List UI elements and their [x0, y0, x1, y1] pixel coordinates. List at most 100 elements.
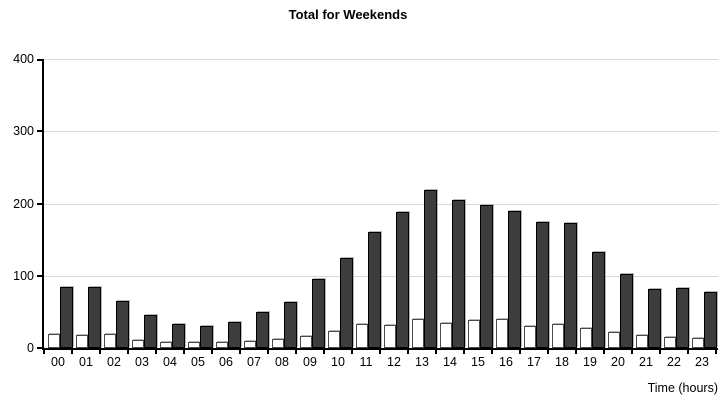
bar-white-13	[412, 319, 424, 348]
bar-white-10	[328, 331, 340, 348]
bar-dark-21	[648, 289, 661, 348]
bar-white-14	[440, 323, 452, 348]
bar-dark-05	[200, 326, 213, 348]
bar-dark-10	[340, 258, 353, 348]
x-axis-tick	[183, 350, 185, 354]
y-axis-tick	[37, 59, 43, 61]
x-axis-title: Time (hours)	[647, 381, 718, 395]
bar-dark-12	[396, 212, 409, 348]
bar-dark-20	[620, 274, 633, 348]
x-axis-label: 13	[415, 355, 429, 369]
bar-dark-17	[536, 222, 549, 348]
bar-dark-07	[256, 312, 269, 348]
bar-white-19	[580, 328, 592, 348]
bar-dark-08	[284, 302, 297, 348]
x-axis-tick	[407, 350, 409, 354]
bar-white-22	[664, 337, 676, 348]
x-axis-label: 14	[443, 355, 457, 369]
bar-white-15	[468, 320, 480, 348]
bar-white-21	[636, 335, 648, 348]
chart-title: Total for Weekends	[288, 7, 408, 22]
bar-dark-14	[452, 200, 465, 348]
bar-white-09	[300, 336, 312, 348]
x-axis-tick	[687, 350, 689, 354]
x-axis-tick	[631, 350, 633, 354]
x-axis-label: 04	[163, 355, 177, 369]
x-axis-tick	[603, 350, 605, 354]
x-axis-label: 01	[79, 355, 93, 369]
x-axis-label: 16	[499, 355, 513, 369]
x-axis-label: 12	[387, 355, 401, 369]
x-axis-tick	[155, 350, 157, 354]
x-axis-label: 08	[275, 355, 289, 369]
x-axis-tick	[239, 350, 241, 354]
x-axis-tick	[211, 350, 213, 354]
x-axis-tick	[547, 350, 549, 354]
bar-white-05	[188, 342, 200, 348]
bar-white-23	[692, 338, 704, 348]
bar-dark-22	[676, 288, 689, 348]
bar-white-00	[48, 334, 60, 348]
bar-dark-13	[424, 190, 437, 348]
x-axis-tick	[351, 350, 353, 354]
x-axis-tick	[295, 350, 297, 354]
bar-dark-18	[564, 223, 577, 348]
x-axis-label: 09	[303, 355, 317, 369]
x-axis-tick	[659, 350, 661, 354]
gridline	[44, 59, 718, 60]
x-axis-tick	[435, 350, 437, 354]
bar-white-08	[272, 339, 284, 348]
bar-dark-19	[592, 252, 605, 348]
gridline	[44, 204, 718, 205]
y-axis-label: 300	[13, 124, 34, 138]
bar-white-07	[244, 341, 256, 348]
x-axis-tick	[43, 350, 45, 354]
x-axis-label: 06	[219, 355, 233, 369]
y-axis-label: 100	[13, 269, 34, 283]
bar-white-04	[160, 342, 172, 348]
y-axis-tick	[37, 130, 43, 132]
x-axis-tick	[99, 350, 101, 354]
bar-white-03	[132, 340, 144, 348]
bar-dark-02	[116, 301, 129, 348]
x-axis-label: 05	[191, 355, 205, 369]
y-axis-label: 0	[27, 341, 34, 355]
gridline	[44, 276, 718, 277]
x-axis-label: 23	[695, 355, 709, 369]
x-axis-tick	[323, 350, 325, 354]
x-axis-label: 07	[247, 355, 261, 369]
bar-white-18	[552, 324, 564, 348]
y-axis-tick	[37, 203, 43, 205]
x-axis-tick	[267, 350, 269, 354]
bar-dark-00	[60, 287, 73, 348]
x-axis-tick	[519, 350, 521, 354]
x-axis-label: 18	[555, 355, 569, 369]
x-axis-label: 02	[107, 355, 121, 369]
bar-dark-23	[704, 292, 717, 348]
bar-white-02	[104, 334, 116, 348]
x-axis-tick	[463, 350, 465, 354]
y-axis-tick	[37, 275, 43, 277]
x-axis-tick	[491, 350, 493, 354]
bar-white-06	[216, 342, 228, 348]
bar-dark-09	[312, 279, 325, 348]
bar-white-16	[496, 319, 508, 348]
gridline	[44, 131, 718, 132]
x-axis-label: 22	[667, 355, 681, 369]
bar-dark-11	[368, 232, 381, 348]
x-axis-label: 17	[527, 355, 541, 369]
y-axis-tick	[37, 347, 43, 349]
x-axis-label: 11	[359, 355, 373, 369]
x-axis-label: 03	[135, 355, 149, 369]
bar-dark-15	[480, 205, 493, 348]
bar-white-01	[76, 335, 88, 348]
x-axis-label: 10	[331, 355, 345, 369]
x-axis-label: 19	[583, 355, 597, 369]
x-axis-label: 20	[611, 355, 625, 369]
x-axis-label: 15	[471, 355, 485, 369]
x-axis-tick	[379, 350, 381, 354]
x-axis-label: 21	[639, 355, 653, 369]
x-axis-tick	[127, 350, 129, 354]
x-axis-label: 00	[51, 355, 65, 369]
